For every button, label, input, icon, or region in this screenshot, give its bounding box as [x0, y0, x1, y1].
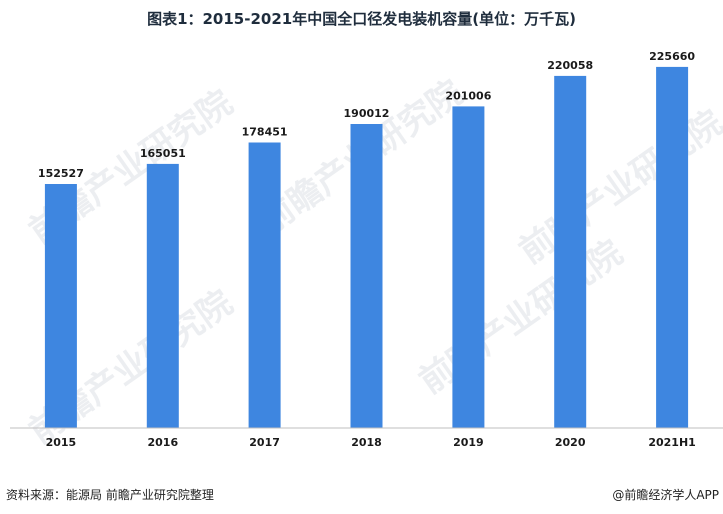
bar [452, 106, 485, 429]
x-tick-label: 2019 [453, 436, 484, 449]
chart-title: 图表1：2015-2021年中国全口径发电装机容量(单位：万千瓦) [147, 10, 576, 28]
x-tick-label: 2020 [555, 436, 586, 449]
bar [554, 75, 587, 429]
x-tick-label: 2015 [46, 436, 77, 449]
bar [656, 66, 689, 429]
bar [350, 124, 383, 428]
x-tick-label: 2016 [147, 436, 178, 449]
data-label: 220058 [547, 59, 593, 72]
data-label: 190012 [344, 107, 390, 120]
credit-note: @前瞻经济学人APP [612, 488, 719, 502]
data-label: 152527 [38, 167, 84, 180]
x-tick-label: 2017 [249, 436, 280, 449]
x-tick-label: 2021H1 [648, 436, 695, 449]
data-label: 178451 [242, 126, 288, 139]
x-tick-label: 2018 [351, 436, 382, 449]
data-label: 201006 [445, 89, 491, 102]
data-label: 225660 [649, 50, 695, 63]
bar [44, 184, 77, 428]
data-label: 165051 [140, 147, 186, 160]
source-note: 资料来源：能源局 前瞻产业研究院整理 [6, 488, 214, 502]
bar [146, 163, 179, 428]
bar [248, 142, 281, 428]
